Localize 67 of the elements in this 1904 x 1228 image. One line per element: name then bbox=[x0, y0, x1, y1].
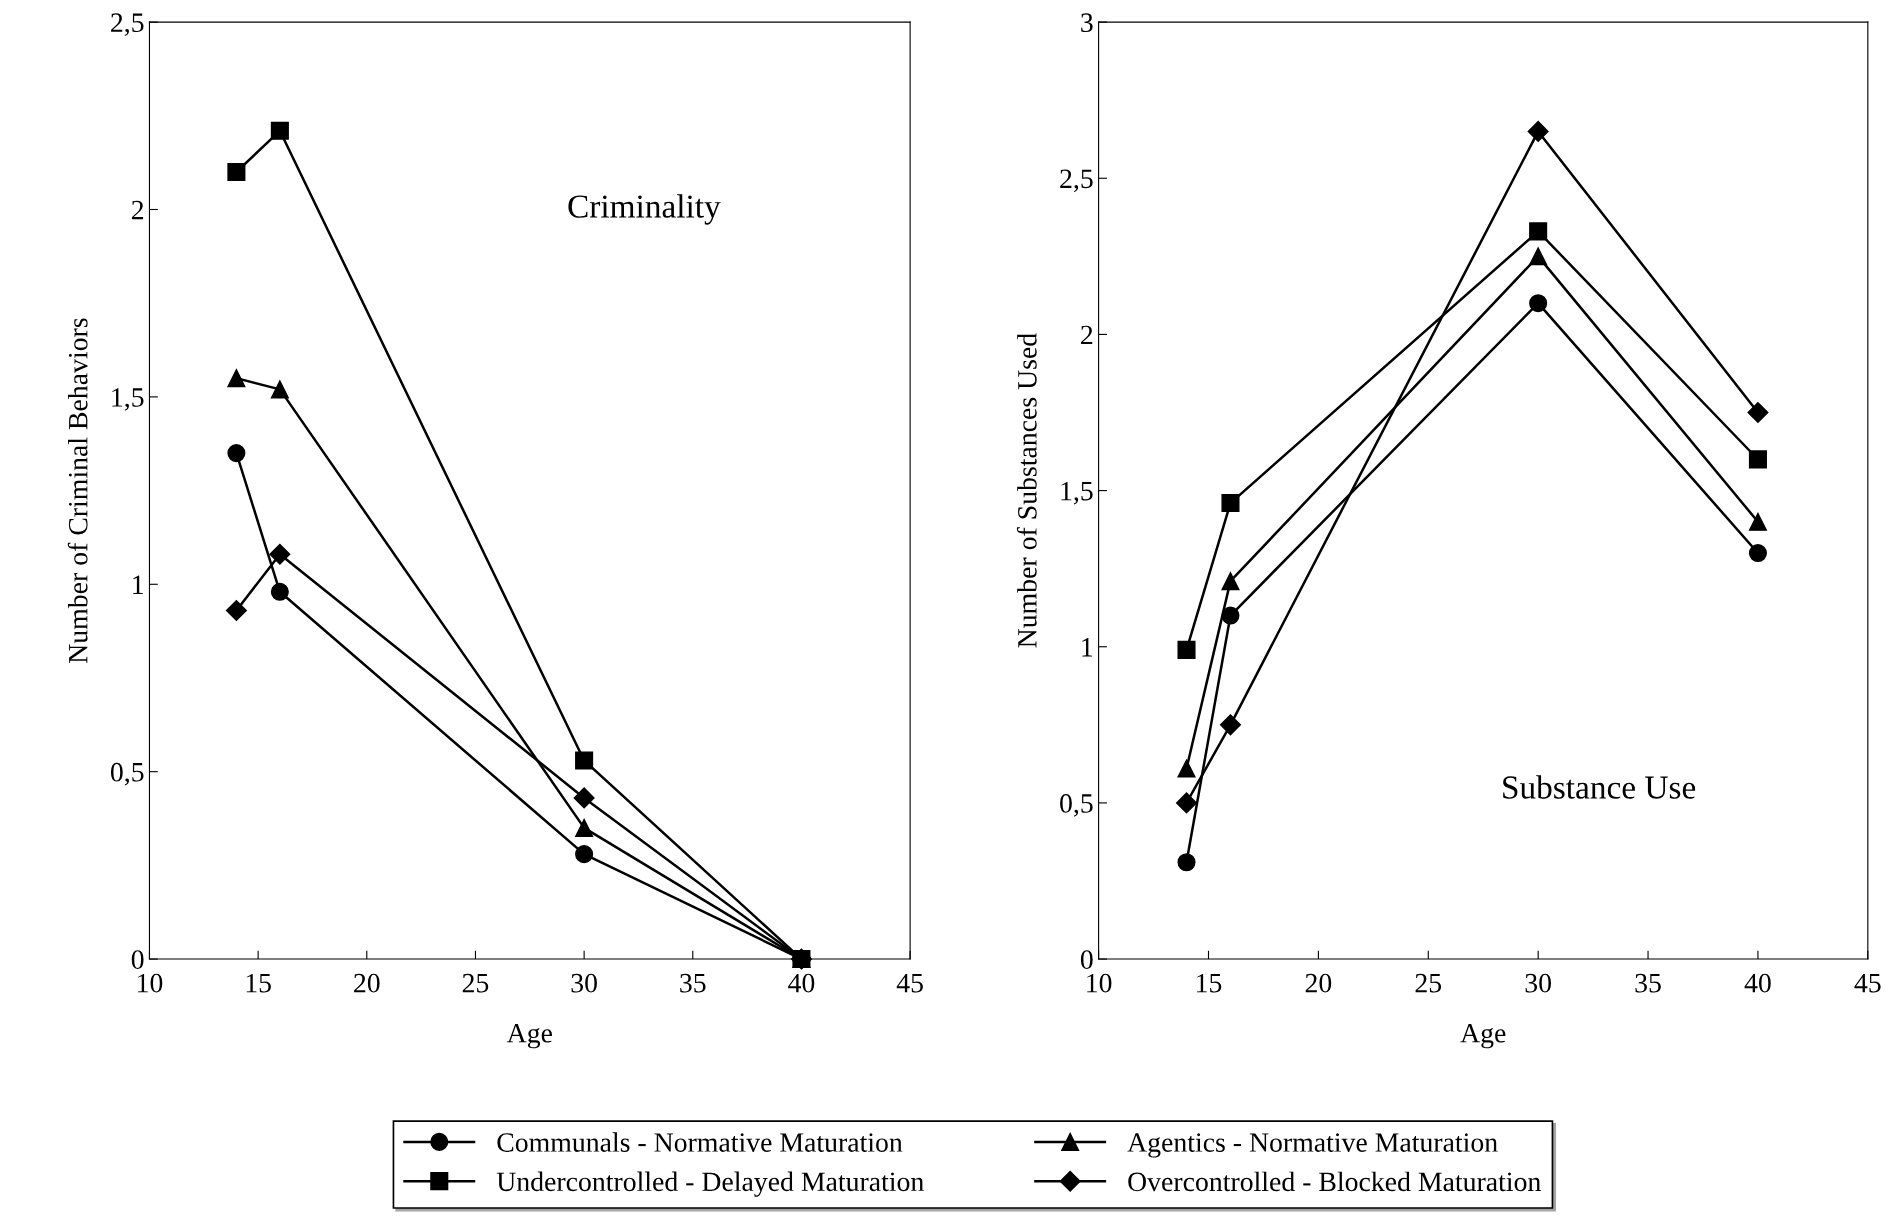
legend-label: Overcontrolled - Blocked Maturation bbox=[1128, 1171, 1541, 1192]
point bbox=[1177, 759, 1196, 778]
y-tick-label: 1,5 bbox=[1061, 481, 1093, 505]
point bbox=[1221, 572, 1240, 591]
y-axis-title: Number of Criminal Behaviors bbox=[67, 318, 88, 663]
point bbox=[270, 380, 289, 399]
point bbox=[225, 600, 247, 622]
point bbox=[1529, 294, 1548, 313]
x-tick-label: 25 bbox=[1415, 973, 1442, 993]
point bbox=[270, 582, 289, 601]
x-tick-label: 10 bbox=[138, 973, 163, 993]
y-tick-label: 2 bbox=[1081, 325, 1093, 345]
x-tick-label: 35 bbox=[680, 973, 706, 993]
x-axis-title: Age bbox=[506, 1024, 552, 1049]
point bbox=[1221, 494, 1240, 513]
y-tick-label: 1 bbox=[133, 575, 143, 594]
y-tick-label: 2,5 bbox=[1060, 169, 1093, 193]
y-tick-label: 0,5 bbox=[1060, 794, 1093, 817]
point bbox=[270, 121, 289, 140]
point bbox=[1527, 120, 1549, 142]
annotation: Substance Use bbox=[1503, 775, 1696, 799]
x-tick-label: 20 bbox=[1305, 973, 1332, 993]
point bbox=[573, 787, 595, 809]
point bbox=[1177, 853, 1196, 872]
x-tick-label: 10 bbox=[1087, 973, 1112, 993]
point bbox=[575, 845, 594, 864]
x-tick-label: 45 bbox=[896, 973, 923, 993]
x-tick-label: 45 bbox=[1854, 973, 1881, 993]
y-tick-label: 0 bbox=[1080, 950, 1093, 969]
x-tick-label: 30 bbox=[571, 973, 597, 993]
y-tick-label: 0 bbox=[131, 950, 144, 969]
point bbox=[1221, 606, 1240, 625]
point bbox=[227, 444, 246, 463]
y-tick-label: 1,5 bbox=[112, 388, 144, 411]
point bbox=[575, 818, 594, 837]
point bbox=[227, 369, 246, 388]
point bbox=[1747, 401, 1769, 424]
y-axis-title: Number of Substances Used bbox=[1016, 333, 1037, 648]
point bbox=[1748, 512, 1767, 531]
x-tick-label: 40 bbox=[788, 973, 815, 993]
x-tick-label: 40 bbox=[1744, 973, 1771, 993]
point bbox=[1176, 792, 1198, 814]
x-tick-label: 15 bbox=[1197, 973, 1222, 993]
x-tick-label: 35 bbox=[1635, 973, 1661, 993]
legend-label: Communals - Normative Maturation bbox=[497, 1132, 903, 1152]
point bbox=[1529, 247, 1548, 266]
x-tick-label: 15 bbox=[246, 973, 271, 993]
y-tick-label: 1 bbox=[1082, 638, 1093, 657]
x-tick-label: 20 bbox=[354, 973, 380, 993]
legend-label: Agentics - Normative Maturation bbox=[1127, 1133, 1498, 1158]
point bbox=[575, 751, 594, 770]
x-axis-title: Age bbox=[1460, 1024, 1506, 1049]
point bbox=[1177, 640, 1196, 659]
legend-label: Undercontrolled - Delayed Maturation bbox=[496, 1171, 924, 1197]
point bbox=[1748, 450, 1767, 469]
point bbox=[269, 543, 291, 565]
point bbox=[1748, 544, 1767, 563]
y-tick-label: 3 bbox=[1081, 13, 1093, 33]
y-tick-label: 2,5 bbox=[111, 13, 144, 37]
point bbox=[1219, 714, 1241, 736]
point bbox=[1529, 222, 1548, 241]
x-tick-label: 30 bbox=[1525, 973, 1551, 993]
annotation: Criminality bbox=[568, 194, 721, 225]
point bbox=[227, 162, 246, 182]
y-tick-label: 2 bbox=[131, 200, 144, 220]
y-tick-label: 0,5 bbox=[110, 762, 144, 786]
x-tick-label: 25 bbox=[462, 973, 489, 993]
